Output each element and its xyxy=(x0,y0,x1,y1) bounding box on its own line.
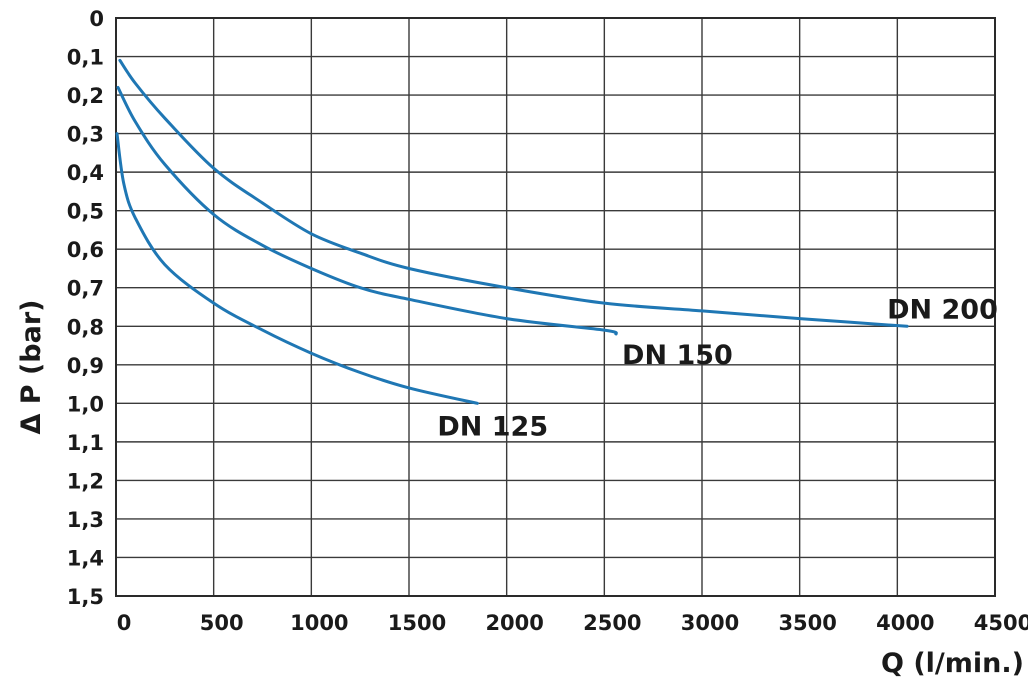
x-tick-label: 1000 xyxy=(290,611,348,635)
x-tick-label: 2500 xyxy=(583,611,641,635)
y-tick-label: 1,1 xyxy=(67,431,104,455)
y-tick-label: 1,0 xyxy=(67,392,104,416)
x-tick-label: 4000 xyxy=(876,611,934,635)
grid xyxy=(116,18,995,596)
x-tick-label: 500 xyxy=(200,611,244,635)
x-tick-label: 1500 xyxy=(388,611,446,635)
y-tick-label: 0,5 xyxy=(67,200,104,224)
y-tick-label: 0,8 xyxy=(67,315,104,339)
y-tick-label: 0,9 xyxy=(67,354,104,378)
y-tick-label: 1,3 xyxy=(67,508,104,532)
x-tick-label: 2000 xyxy=(485,611,543,635)
y-tick-label: 0,7 xyxy=(67,277,104,301)
series-line-dn-200 xyxy=(118,58,909,328)
x-tick-label: 3500 xyxy=(778,611,836,635)
series-label-dn-125: DN 125 xyxy=(437,411,548,442)
y-tick-label: 1,2 xyxy=(67,469,104,493)
y-tick-label: 0,4 xyxy=(67,161,104,185)
y-tick-label: 1,5 xyxy=(67,585,104,609)
plot-frame xyxy=(115,17,996,597)
series-labels: DN 200 DN 150 DN 125 xyxy=(437,294,998,442)
y-tick-label: 0,2 xyxy=(67,84,104,108)
x-axis-ticks: 0 500 1000 1500 2000 2500 3000 3500 4000 4500 xyxy=(117,611,1028,635)
series-label-dn-200: DN 200 xyxy=(887,294,998,325)
y-tick-label: 1,4 xyxy=(67,546,104,570)
y-axis-ticks: 0 0,1 0,2 0,3 0,4 0,5 0,6 0,7 0,8 0,9 1,0 1,1 1,2 1,3… xyxy=(67,7,104,609)
series-lines xyxy=(115,58,909,405)
series-line-dn-150 xyxy=(116,85,618,336)
series-line-dn-125 xyxy=(115,132,479,405)
y-tick-label: 0,3 xyxy=(67,123,104,147)
x-tick-label: 0 xyxy=(117,611,132,635)
y-tick-label: 0,1 xyxy=(67,46,104,70)
series-label-dn-150: DN 150 xyxy=(622,340,733,371)
x-axis-title: Q (l/min.) xyxy=(881,648,1024,679)
y-tick-label: 0,6 xyxy=(67,238,104,262)
y-tick-label: 0 xyxy=(89,7,104,31)
x-tick-label: 4500 xyxy=(974,611,1028,635)
x-tick-label: 3000 xyxy=(681,611,739,635)
y-axis-title: Δ P (bar) xyxy=(16,299,47,434)
